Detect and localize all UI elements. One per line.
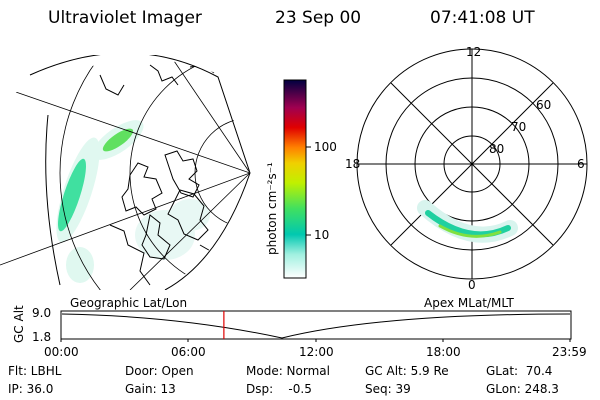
polar-plot (356, 48, 588, 280)
aurora-emission (56, 120, 210, 283)
timeline-right-label: Apex MLat/MLT (424, 296, 514, 310)
gain-info: Gain: 13 (125, 382, 176, 396)
colorbar-unit-label: photon cm⁻²s⁻¹ (265, 162, 279, 255)
latlon-grid (0, 59, 250, 290)
glon-info: GLon: 248.3 (486, 382, 559, 396)
door-info: Door: Open (125, 364, 194, 378)
mlat-label-60: 60 (536, 98, 552, 112)
dsp-info: Dsp: -0.5 (246, 382, 312, 396)
colorbar (283, 79, 311, 279)
instrument-title: Ultraviolet Imager (48, 8, 202, 28)
timeline-y-top: 9.0 (32, 306, 52, 320)
mlt-label-12: 12 (466, 45, 482, 59)
mode-info: Mode: Normal (246, 364, 330, 378)
timeline-axis-title: GC Alt (12, 305, 26, 343)
timeline-left-label: Geographic Lat/Lon (70, 296, 188, 310)
mlat-label-70: 70 (511, 120, 527, 134)
timeline-tick-0600: 06:00 (171, 345, 206, 359)
timeline-tick-1800: 18:00 (426, 345, 461, 359)
time-label: 07:41:08 UT (430, 8, 535, 28)
mlat-label-80: 80 (489, 142, 505, 156)
timeline-tick-0000: 00:00 (44, 345, 79, 359)
map-boundary (29, 55, 251, 290)
geographic-map (0, 55, 251, 290)
mlt-label-18: 18 (345, 157, 361, 171)
gc-alt-info: GC Alt: 5.9 Re (365, 364, 449, 378)
colorbar-tick-100: 100 (314, 140, 337, 154)
ip-info: IP: 36.0 (8, 382, 54, 396)
timeline-y-bottom: 1.8 (32, 330, 52, 344)
filter-info: Flt: LBHL (8, 364, 62, 378)
polar-axis-diagonal-2 (390, 82, 554, 246)
date-label: 23 Sep 00 (275, 8, 362, 28)
altitude-curve (61, 313, 571, 339)
timeline-plot (60, 310, 572, 342)
colorbar-tick-10: 10 (314, 228, 330, 242)
glat-info: GLat: 70.4 (486, 364, 553, 378)
colorbar-gradient (283, 79, 307, 279)
polar-aurora (417, 200, 518, 243)
timeline-tick-2359: 23:59 (552, 345, 587, 359)
seq-info: Seq: 39 (365, 382, 411, 396)
timeline-tick-1200: 12:00 (299, 345, 334, 359)
mlt-label-6: 6 (577, 157, 585, 171)
mlt-label-0: 0 (468, 278, 476, 292)
